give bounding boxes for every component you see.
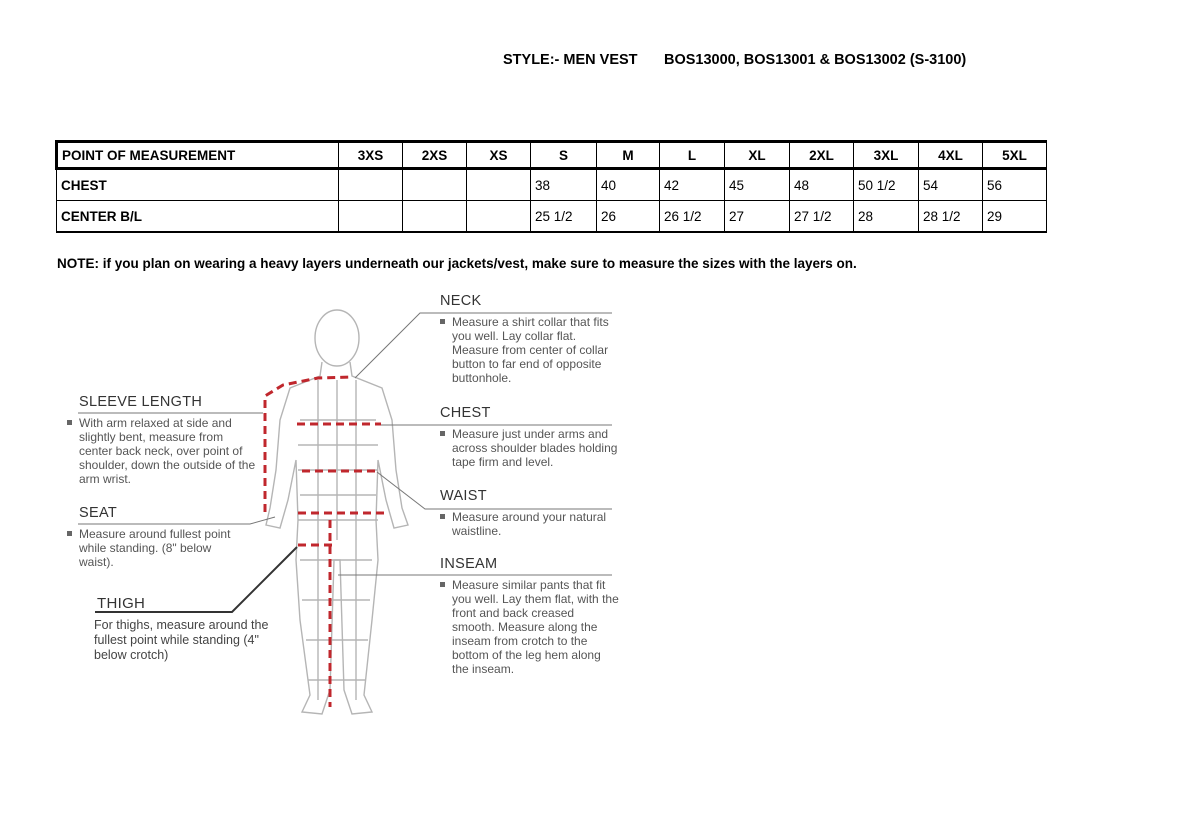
cell: 48 bbox=[789, 168, 854, 201]
bullet-icon bbox=[440, 514, 445, 519]
bullet-icon bbox=[440, 582, 445, 587]
leader-lines bbox=[78, 312, 612, 576]
table-row-center-bl: CENTER B/L 25 1/2 26 26 1/2 27 27 1/2 28… bbox=[56, 200, 1047, 233]
measurement-lines bbox=[263, 375, 384, 707]
seat-text: Measure around fullest point while stand… bbox=[79, 527, 231, 569]
style-title: STYLE:- MEN VEST bbox=[503, 52, 638, 68]
thigh-annotation: THIGH For thighs, measure around the ful… bbox=[94, 595, 274, 663]
col-header: M bbox=[596, 140, 660, 170]
neck-text: Measure a shirt collar that fits you wel… bbox=[452, 315, 609, 385]
cell: 40 bbox=[596, 168, 660, 201]
inseam-text: Measure similar pants that fit you well.… bbox=[452, 578, 619, 676]
cell: 26 1/2 bbox=[659, 200, 725, 233]
cell bbox=[402, 200, 467, 233]
human-figure-outline bbox=[265, 309, 409, 715]
cell: 27 1/2 bbox=[789, 200, 854, 233]
neck-annotation: NECK Measure a shirt collar that fits yo… bbox=[440, 293, 620, 385]
cell bbox=[338, 168, 403, 201]
waist-text: Measure around your natural waistline. bbox=[452, 510, 607, 538]
inseam-title: INSEAM bbox=[440, 556, 498, 572]
cell: 25 1/2 bbox=[530, 200, 597, 233]
chest-title: CHEST bbox=[440, 405, 491, 421]
col-header: 2XS bbox=[402, 140, 467, 170]
col-header: L bbox=[659, 140, 725, 170]
waist-annotation: WAIST Measure around your natural waistl… bbox=[440, 488, 620, 538]
seat-annotation: SEAT Measure around fullest point while … bbox=[67, 505, 242, 569]
table-row-chest: CHEST 38 40 42 45 48 50 1/2 54 56 bbox=[56, 168, 1047, 201]
col-header: 2XL bbox=[789, 140, 854, 170]
cell: 50 1/2 bbox=[853, 168, 919, 201]
chest-annotation: CHEST Measure just under arms and across… bbox=[440, 405, 620, 469]
col-header: 4XL bbox=[918, 140, 983, 170]
row-label: CENTER B/L bbox=[56, 200, 339, 233]
cell: 28 bbox=[853, 200, 919, 233]
cell bbox=[466, 200, 531, 233]
cell: 38 bbox=[530, 168, 597, 201]
neck-title: NECK bbox=[440, 293, 482, 309]
cell bbox=[402, 168, 467, 201]
thigh-title: THIGH bbox=[97, 595, 146, 612]
cell: 29 bbox=[982, 200, 1047, 233]
cell: 56 bbox=[982, 168, 1047, 201]
chest-text: Measure just under arms and across shoul… bbox=[452, 427, 618, 469]
col-header: 3XS bbox=[338, 140, 403, 170]
cell: 27 bbox=[724, 200, 790, 233]
sleeve-title: SLEEVE LENGTH bbox=[79, 394, 203, 410]
sleeve-measure-line bbox=[263, 375, 353, 512]
col-header: XL bbox=[724, 140, 790, 170]
inseam-annotation: INSEAM Measure similar pants that fit yo… bbox=[440, 556, 620, 676]
bullet-icon bbox=[440, 319, 445, 324]
bullet-icon bbox=[67, 531, 72, 536]
seat-title: SEAT bbox=[79, 505, 117, 521]
bullet-icon bbox=[67, 420, 72, 425]
cell: 26 bbox=[596, 200, 660, 233]
row-label: CHEST bbox=[56, 168, 339, 201]
col-header: POINT OF MEASUREMENT bbox=[55, 140, 339, 170]
bullet-icon bbox=[440, 431, 445, 436]
cell bbox=[466, 168, 531, 201]
cell bbox=[338, 200, 403, 233]
table-header-row: POINT OF MEASUREMENT 3XS 2XS XS S M L XL… bbox=[55, 140, 1047, 170]
col-header: 3XL bbox=[853, 140, 919, 170]
size-table: POINT OF MEASUREMENT 3XS 2XS XS S M L XL… bbox=[55, 140, 1047, 233]
waist-title: WAIST bbox=[440, 488, 487, 504]
cell: 28 1/2 bbox=[918, 200, 983, 233]
thigh-text: For thighs, measure around the fullest p… bbox=[94, 618, 269, 662]
sleeve-text: With arm relaxed at side and slightly be… bbox=[79, 416, 256, 486]
style-codes: BOS13000, BOS13001 & BOS13002 (S-3100) bbox=[664, 52, 967, 68]
col-header: S bbox=[530, 140, 597, 170]
sleeve-annotation: SLEEVE LENGTH With arm relaxed at side a… bbox=[67, 394, 257, 486]
col-header: 5XL bbox=[982, 140, 1047, 170]
layering-note: NOTE: if you plan on wearing a heavy lay… bbox=[57, 256, 857, 271]
thigh-leader-line bbox=[95, 546, 298, 613]
